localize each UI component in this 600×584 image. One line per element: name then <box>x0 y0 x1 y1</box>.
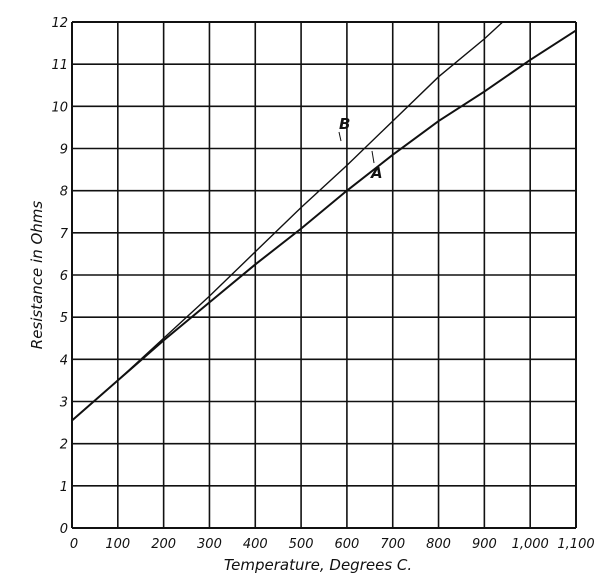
y-tick-label: 6 <box>60 269 68 284</box>
x-tick-label: 600 <box>334 537 359 552</box>
x-tick-label: 900 <box>472 537 497 552</box>
grid <box>71 21 577 529</box>
y-tick-label: 11 <box>51 58 68 73</box>
y-tick-label: 12 <box>51 16 68 31</box>
y-tick-label: 7 <box>60 227 69 242</box>
x-tick-label: 200 <box>151 537 176 552</box>
y-tick-label: 8 <box>60 185 68 200</box>
x-tick-label: 1,000 <box>512 537 549 552</box>
x-tick-label: 400 <box>243 537 268 552</box>
x-axis-label: Temperature, Degrees C. <box>224 556 412 574</box>
series-label-a: A <box>370 164 383 182</box>
y-tick-label: 4 <box>60 353 68 368</box>
y-tick-label: 3 <box>60 396 68 411</box>
x-tick-label: 0 <box>70 537 78 552</box>
x-tick-labels: 0 100 200 300 400 500 600 700 800 900 1,000 1,100 <box>70 537 595 552</box>
y-tick-label: 2 <box>60 438 68 453</box>
series-line-a <box>71 29 577 422</box>
y-axis-label: Resistance in Ohms <box>28 201 46 350</box>
x-tick-label: 1,100 <box>557 537 594 552</box>
x-tick-label: 100 <box>105 537 130 552</box>
x-tick-label: 300 <box>197 537 222 552</box>
label-a-pointer <box>371 150 375 164</box>
series-line-b <box>71 21 504 422</box>
y-tick-label: 0 <box>60 522 68 537</box>
y-tick-label: 10 <box>51 100 68 115</box>
label-b-pointer <box>338 131 342 142</box>
y-tick-label: 5 <box>60 311 68 326</box>
series-lines <box>71 21 577 422</box>
x-tick-label: 500 <box>289 537 314 552</box>
y-tick-label: 9 <box>60 143 68 158</box>
x-tick-label: 700 <box>380 537 405 552</box>
series-label-b: B <box>339 115 350 133</box>
x-tick-label: 800 <box>426 537 451 552</box>
y-tick-label: 1 <box>60 480 68 495</box>
